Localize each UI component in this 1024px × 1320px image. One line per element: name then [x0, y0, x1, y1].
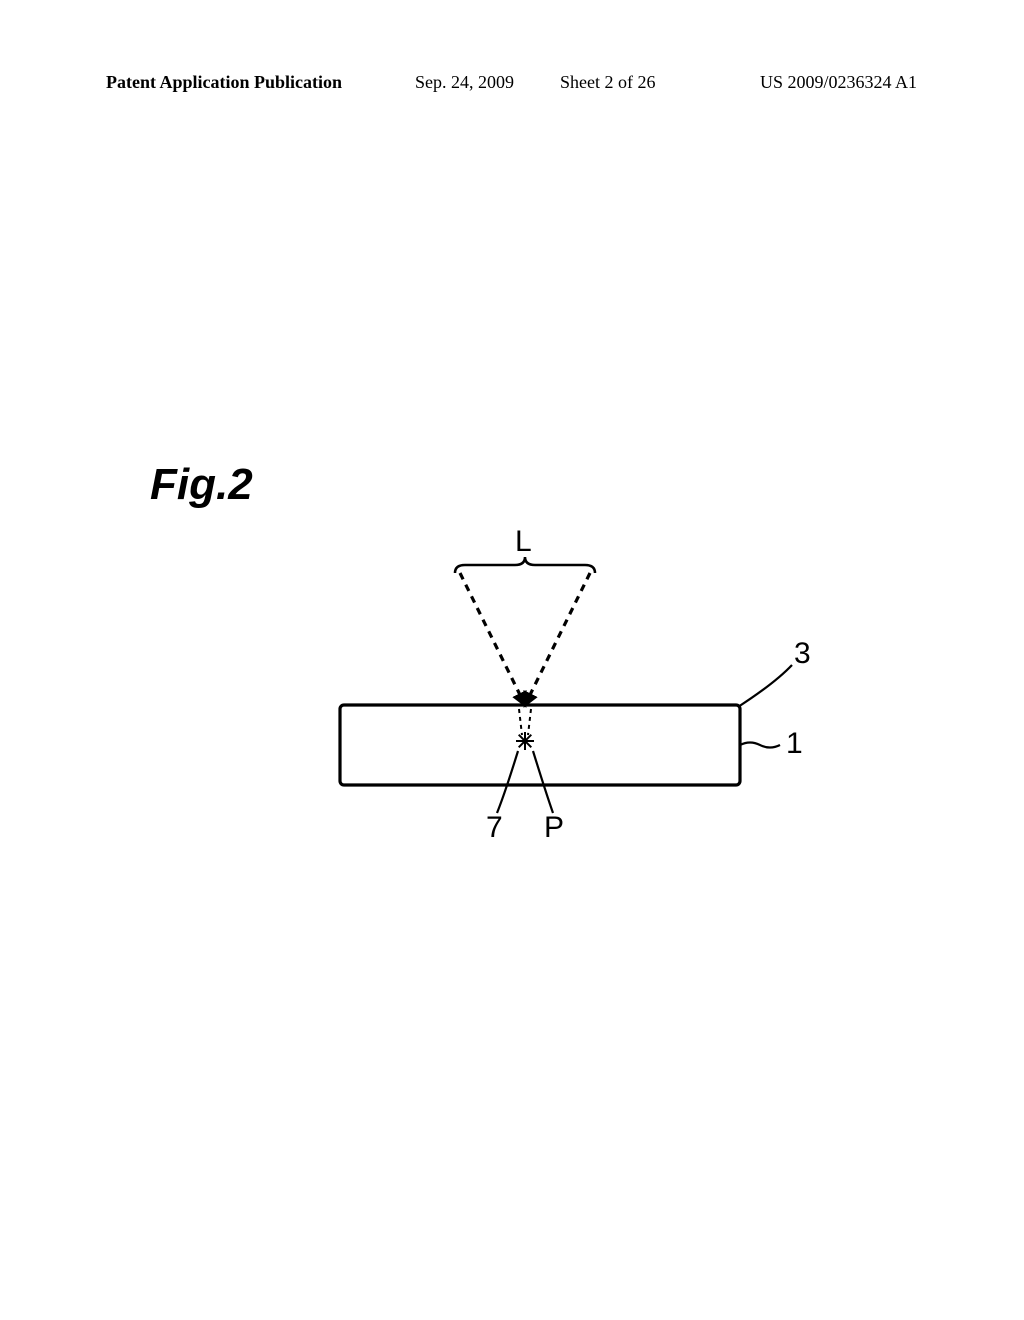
label-3: 3 — [794, 637, 811, 671]
label-P: P — [544, 811, 564, 845]
label-1: 1 — [786, 727, 803, 761]
figure-diagram: L 3 1 7 P — [300, 555, 820, 875]
publication-date: Sep. 24, 2009 — [415, 72, 514, 93]
page: Patent Application Publication Sep. 24, … — [0, 0, 1024, 1320]
figure-title: Fig.2 — [150, 460, 253, 510]
sheet-number: Sheet 2 of 26 — [560, 72, 655, 93]
publication-label: Patent Application Publication — [106, 72, 342, 93]
label-7: 7 — [486, 811, 503, 845]
label-L: L — [515, 525, 532, 559]
patent-number: US 2009/0236324 A1 — [760, 72, 917, 93]
